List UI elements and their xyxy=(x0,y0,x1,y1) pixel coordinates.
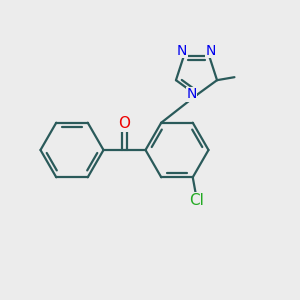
Text: Cl: Cl xyxy=(189,193,204,208)
Text: N: N xyxy=(177,44,188,58)
Text: N: N xyxy=(186,88,197,101)
Text: N: N xyxy=(206,44,216,58)
Text: O: O xyxy=(118,116,130,131)
